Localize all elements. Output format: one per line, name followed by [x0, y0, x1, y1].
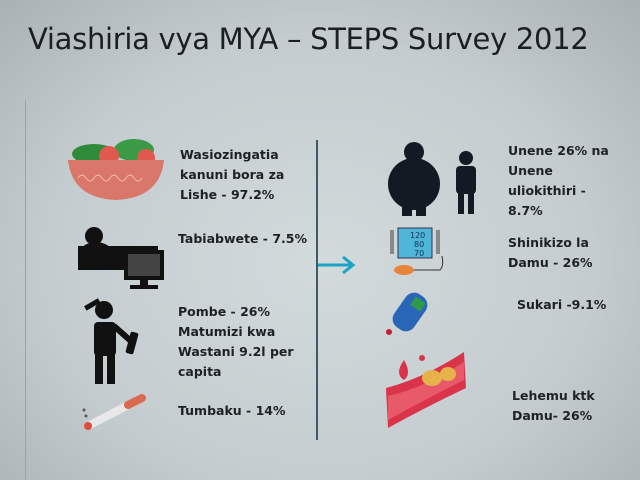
- text-line: Sukari -9.1%: [517, 297, 607, 312]
- text-line: 8.7%: [508, 203, 543, 218]
- inactivity-text: Tabiabwete - 7.5%: [178, 229, 307, 249]
- text-line: Shinikizo la: [508, 235, 589, 250]
- text-line: Lehemu ktk: [512, 388, 595, 403]
- text-line: Damu- 26%: [512, 408, 593, 423]
- cigarette-icon: [82, 394, 146, 430]
- text-line: Lishe - 97.2%: [180, 187, 275, 202]
- text-line: capita: [178, 364, 222, 379]
- diet-text: Wasiozingatia kanuni bora za Lishe - 97.…: [180, 145, 284, 205]
- left-edge-line: [25, 100, 26, 480]
- obesity-icon: [388, 142, 476, 216]
- obesity-text: Unene 26% na Unene uliokithiri - 8.7%: [508, 141, 609, 221]
- slide-title: Viashiria vya MYA – STEPS Survey 2012: [28, 22, 589, 56]
- pulse-reading: 70: [414, 249, 424, 258]
- text-line: Tabiabwete - 7.5%: [178, 231, 308, 246]
- text-line: Unene 26% na: [508, 143, 609, 158]
- glucose-meter-icon: [386, 292, 428, 335]
- couch-tv-icon: [78, 227, 164, 289]
- text-line: Unene: [508, 163, 553, 178]
- arrow-right-icon: [318, 255, 356, 275]
- tobacco-text: Tumbaku - 14%: [178, 401, 285, 421]
- divider-line: [316, 140, 318, 440]
- alcohol-text: Pombe - 26% Matumizi kwa Wastani 9.2l pe…: [178, 302, 294, 382]
- blood-pressure-monitor-icon: 120 80 70: [390, 227, 444, 275]
- blood-sugar-text: Sukari -9.1%: [517, 295, 606, 315]
- text-line: Wasiozingatia: [180, 147, 279, 162]
- text-line: Damu - 26%: [508, 255, 593, 270]
- text-line: Matumizi kwa: [178, 324, 276, 339]
- systolic-reading: 120: [410, 231, 425, 240]
- text-line: Tumbaku - 14%: [178, 403, 286, 418]
- diastolic-reading: 80: [414, 240, 424, 249]
- drinking-person-icon: [84, 298, 139, 384]
- text-line: uliokithiri -: [508, 183, 586, 198]
- text-line: Pombe - 26%: [178, 304, 271, 319]
- blood-vessel-cholesterol-icon: [386, 352, 466, 428]
- cholesterol-text: Lehemu ktk Damu- 26%: [512, 386, 595, 426]
- text-line: kanuni bora za: [180, 167, 285, 182]
- text-line: Wastani 9.2l per: [178, 344, 294, 359]
- salad-bowl-icon: [68, 139, 164, 200]
- blood-pressure-text: Shinikizo la Damu - 26%: [508, 233, 593, 273]
